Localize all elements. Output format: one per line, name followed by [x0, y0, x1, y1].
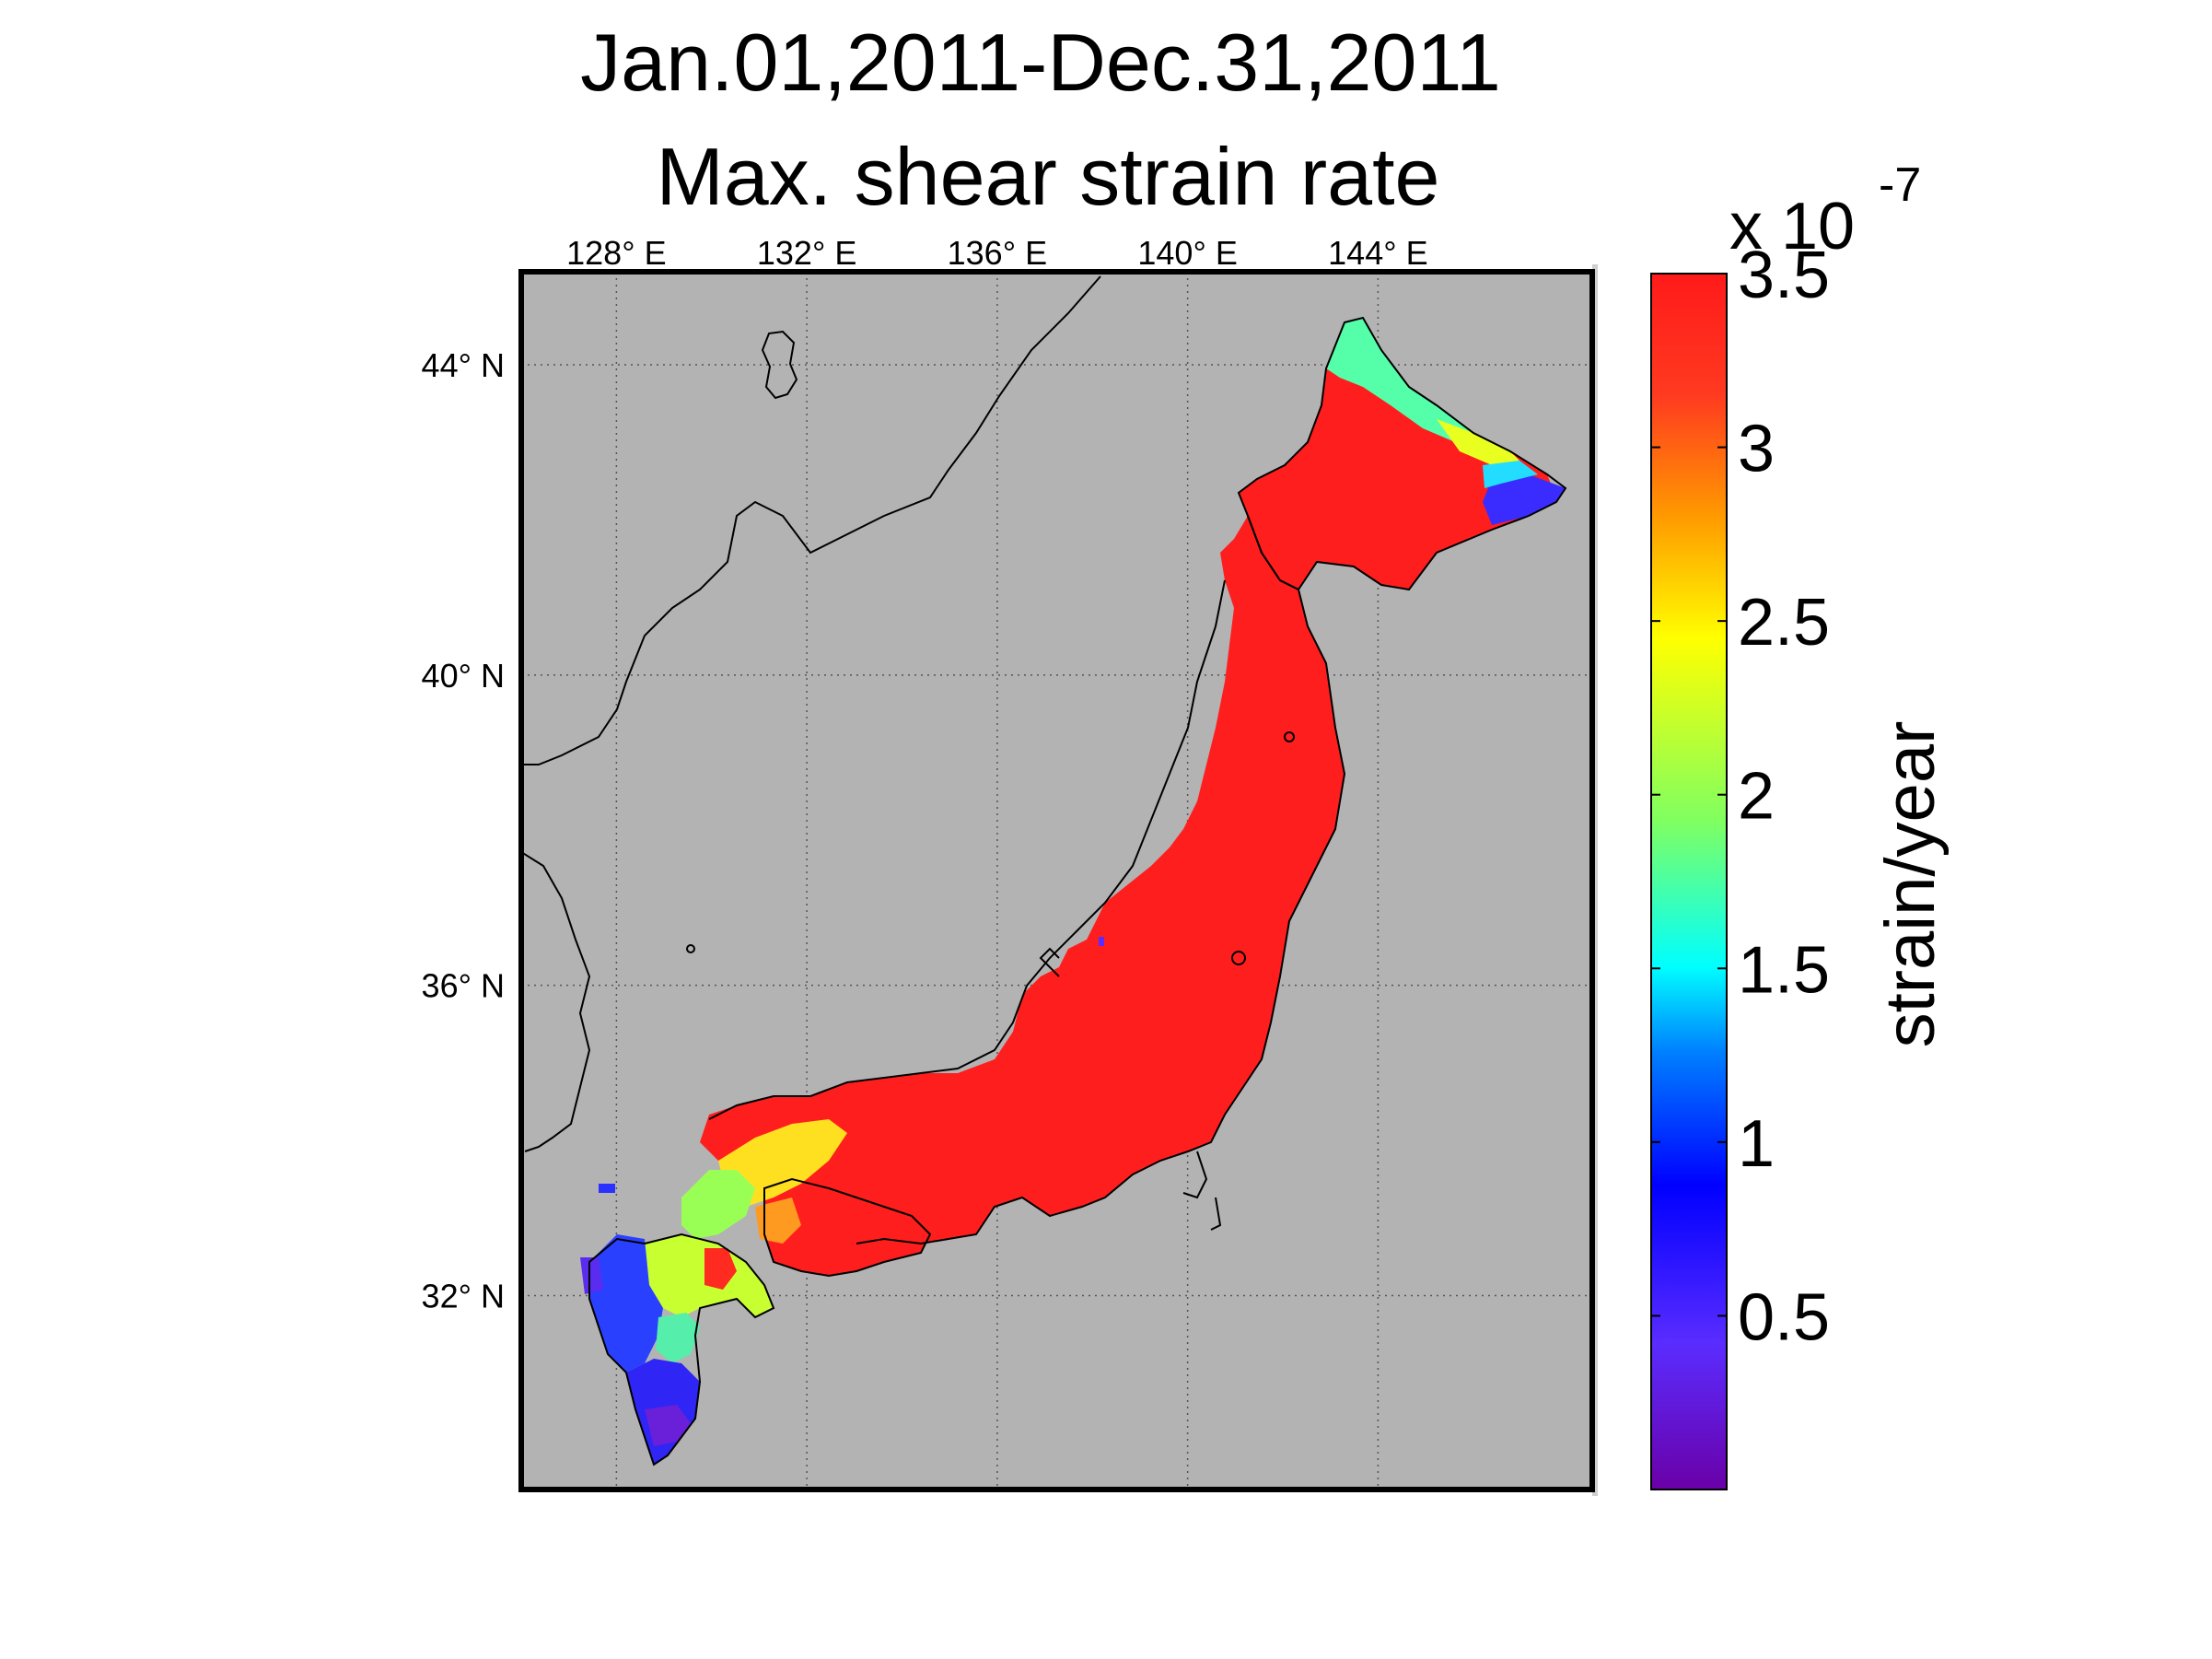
korea-coastline [521, 851, 591, 1152]
colorbar-tick-label-1: 1 [1738, 1107, 1775, 1181]
strain-heatmap [580, 318, 1566, 1465]
region-kyushu-far-west [580, 1257, 603, 1294]
colorbar-tick-label-2.5: 2.5 [1738, 586, 1830, 660]
region-hokkaido [1239, 318, 1556, 590]
sakhalin-coastline [761, 330, 798, 400]
region-shikoku-west-orange [755, 1198, 801, 1244]
region-western-kyushu [589, 1234, 663, 1373]
lat-tick-label-32: 32° N [422, 1277, 505, 1314]
title-line-1: Jan.01,2011-Dec.31,2011 [580, 17, 1501, 108]
colorbar-gradient [1650, 273, 1728, 1490]
region-sado-point [1099, 937, 1104, 946]
title-line-2: Max. shear strain rate [657, 131, 1440, 222]
colorbar-label: strain/year [1871, 721, 1950, 1048]
lon-tick-label-144: 144° E [1328, 234, 1427, 272]
map-frame [518, 269, 1595, 1492]
lon-tick-label-136: 136° E [948, 234, 1047, 272]
colorbar-tick-label-2: 2 [1738, 760, 1775, 834]
region-hokkaido-northeast [1437, 419, 1529, 470]
colorbar-exponent-power: -7 [1879, 158, 1921, 212]
region-western-chugoku-green [681, 1170, 755, 1239]
region-kyushu-mid-cyan [656, 1313, 700, 1363]
region-hokkaido-east-cyan [1483, 461, 1538, 488]
colorbar-tick-label-0.5: 0.5 [1738, 1280, 1830, 1354]
region-hokkaido-north-coast [1326, 318, 1492, 451]
region-shikoku [764, 1179, 930, 1276]
region-kyushu-center-red [704, 1248, 737, 1290]
lon-tick-label-132: 132° E [757, 234, 856, 272]
longitude-labels: 128° E 132° E 136° E 140° E 144° E [566, 234, 1428, 272]
japan-coastlines [588, 316, 1567, 1466]
lon-tick-label-128: 128° E [566, 234, 666, 272]
lon-tick-label-140: 140° E [1137, 234, 1237, 272]
latitude-labels: 44° N 40° N 36° N 32° N [422, 346, 505, 1314]
lat-tick-label-36: 36° N [422, 967, 505, 1005]
colorbar: 0.5 1 1.5 2 2.5 3 3.5 x 10 -7 strain/year [1650, 158, 1950, 1490]
asia-coastline [521, 275, 1101, 765]
lat-tick-label-40: 40° N [422, 657, 505, 695]
region-southern-kyushu-purple [645, 1405, 691, 1446]
lat-tick-label-44: 44° N [422, 346, 505, 384]
colorbar-tick-label-3.5: 3.5 [1738, 239, 1830, 312]
colorbar-exponent-base: x 10 [1729, 190, 1855, 263]
region-hokkaido-east-tip [1483, 474, 1566, 525]
region-honshu [700, 516, 1345, 1248]
colorbar-ticks: 0.5 1 1.5 2 2.5 3 3.5 [1651, 239, 1830, 1354]
colorbar-tick-label-1.5: 1.5 [1738, 933, 1830, 1007]
map-panel [518, 264, 1598, 1496]
region-tsushima [599, 1184, 615, 1193]
colorbar-tick-label-3: 3 [1738, 413, 1775, 486]
